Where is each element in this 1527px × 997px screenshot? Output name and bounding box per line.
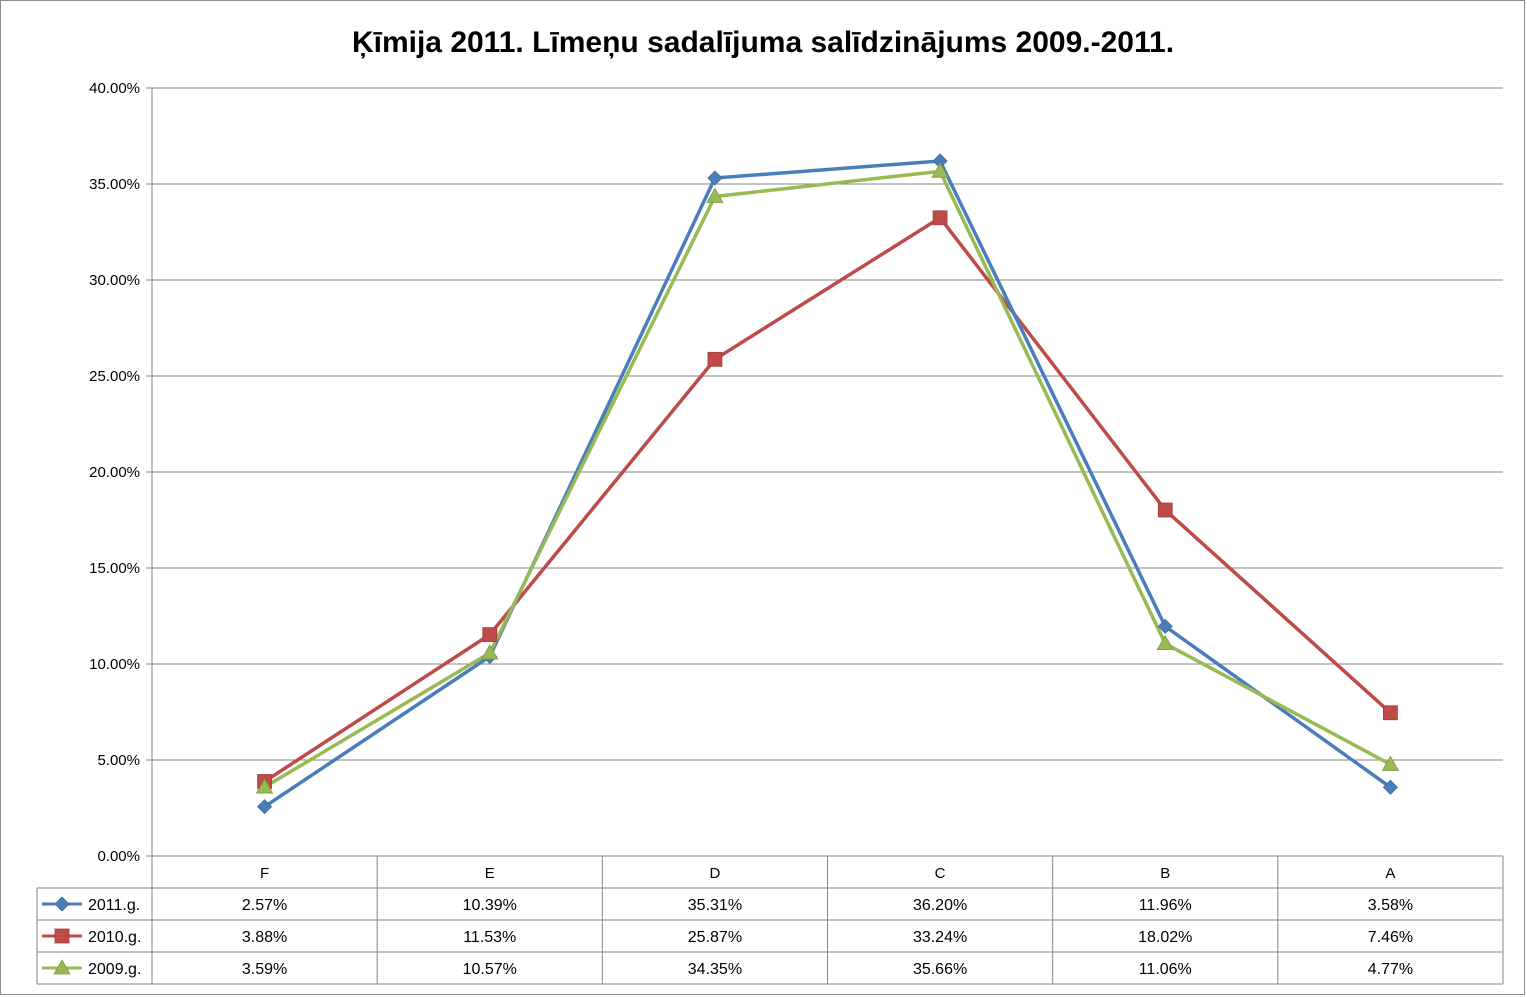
x-tick-label: D xyxy=(709,865,720,882)
series-point xyxy=(706,187,724,203)
series-point xyxy=(481,644,499,660)
series-line xyxy=(263,169,1392,789)
data-table-cell: 33.24% xyxy=(913,929,967,946)
data-table-cell: 11.96% xyxy=(1139,897,1192,914)
data-table-cell: 35.31% xyxy=(688,897,742,914)
y-tick-label: 15.00% xyxy=(89,560,140,577)
data-table-cell: 36.20% xyxy=(913,897,967,914)
legend-label: 2009.g. xyxy=(88,961,141,978)
x-tick-label: E xyxy=(485,865,495,882)
series-point xyxy=(1157,502,1173,518)
data-table-cell: 7.46% xyxy=(1368,929,1413,946)
series-point xyxy=(1156,634,1174,651)
y-tick-label: 40.00% xyxy=(89,80,140,97)
x-tick-label: A xyxy=(1385,865,1395,882)
data-table-cell: 2.57% xyxy=(242,897,287,914)
series-point xyxy=(1157,618,1173,634)
data-table-cell: 11.53% xyxy=(463,929,516,946)
x-tick-label: B xyxy=(1160,865,1170,882)
data-table-cell: 3.59% xyxy=(242,961,287,978)
data-table-cell: 34.35% xyxy=(688,961,742,978)
series-point xyxy=(482,627,498,643)
plot-area xyxy=(255,153,1400,815)
series-line xyxy=(263,216,1392,783)
data-table-cell: 4.77% xyxy=(1368,961,1413,978)
data-table-cell: 10.57% xyxy=(463,961,517,978)
legend-key-marker xyxy=(54,896,70,912)
y-tick-label: 30.00% xyxy=(89,272,140,289)
chart-title: Ķīmija 2011. Līmeņu sadalījuma salīdzinā… xyxy=(352,26,1174,59)
y-tick-label: 0.00% xyxy=(97,848,140,865)
series-point xyxy=(932,210,948,226)
series-point xyxy=(255,778,274,794)
legend-label: 2011.g. xyxy=(88,897,140,914)
series-line xyxy=(263,159,1392,809)
data-table-cell: 3.88% xyxy=(242,929,287,946)
series-point xyxy=(1381,755,1400,771)
series-point xyxy=(257,799,273,815)
data-table-cell: 25.87% xyxy=(688,929,742,946)
y-tick-label: 5.00% xyxy=(97,752,140,769)
y-tick-label: 35.00% xyxy=(89,176,140,193)
data-table-cell: 3.58% xyxy=(1368,897,1413,914)
data-table-cell: 18.02% xyxy=(1138,929,1192,946)
y-tick-label: 25.00% xyxy=(89,368,140,385)
data-table-cell: 35.66% xyxy=(913,961,967,978)
y-tick-label: 20.00% xyxy=(89,464,140,481)
data-table-cell: 10.39% xyxy=(463,897,517,914)
gridlines xyxy=(152,87,1503,857)
series-point xyxy=(707,170,723,186)
legend-key-marker xyxy=(54,928,70,944)
series-point xyxy=(1383,705,1398,721)
y-tick-label: 10.00% xyxy=(89,656,140,673)
series-point xyxy=(707,351,723,367)
x-tick-label: F xyxy=(260,865,269,882)
y-axis: 0.00% 5.00% 10.00% 15.00% 20.00% 25.00% 30.00%… xyxy=(89,80,153,865)
legend-key-marker xyxy=(53,959,71,975)
data-table: F E D C B A 2011.g. 2.57% 10.39% 35.31% 36.20% 11.9… xyxy=(36,856,1504,985)
series-point xyxy=(931,162,949,178)
data-table-cell: 11.06% xyxy=(1139,961,1192,978)
series-point xyxy=(1382,779,1398,795)
x-tick-label: C xyxy=(935,865,946,882)
legend-label: 2010.g. xyxy=(88,929,141,946)
